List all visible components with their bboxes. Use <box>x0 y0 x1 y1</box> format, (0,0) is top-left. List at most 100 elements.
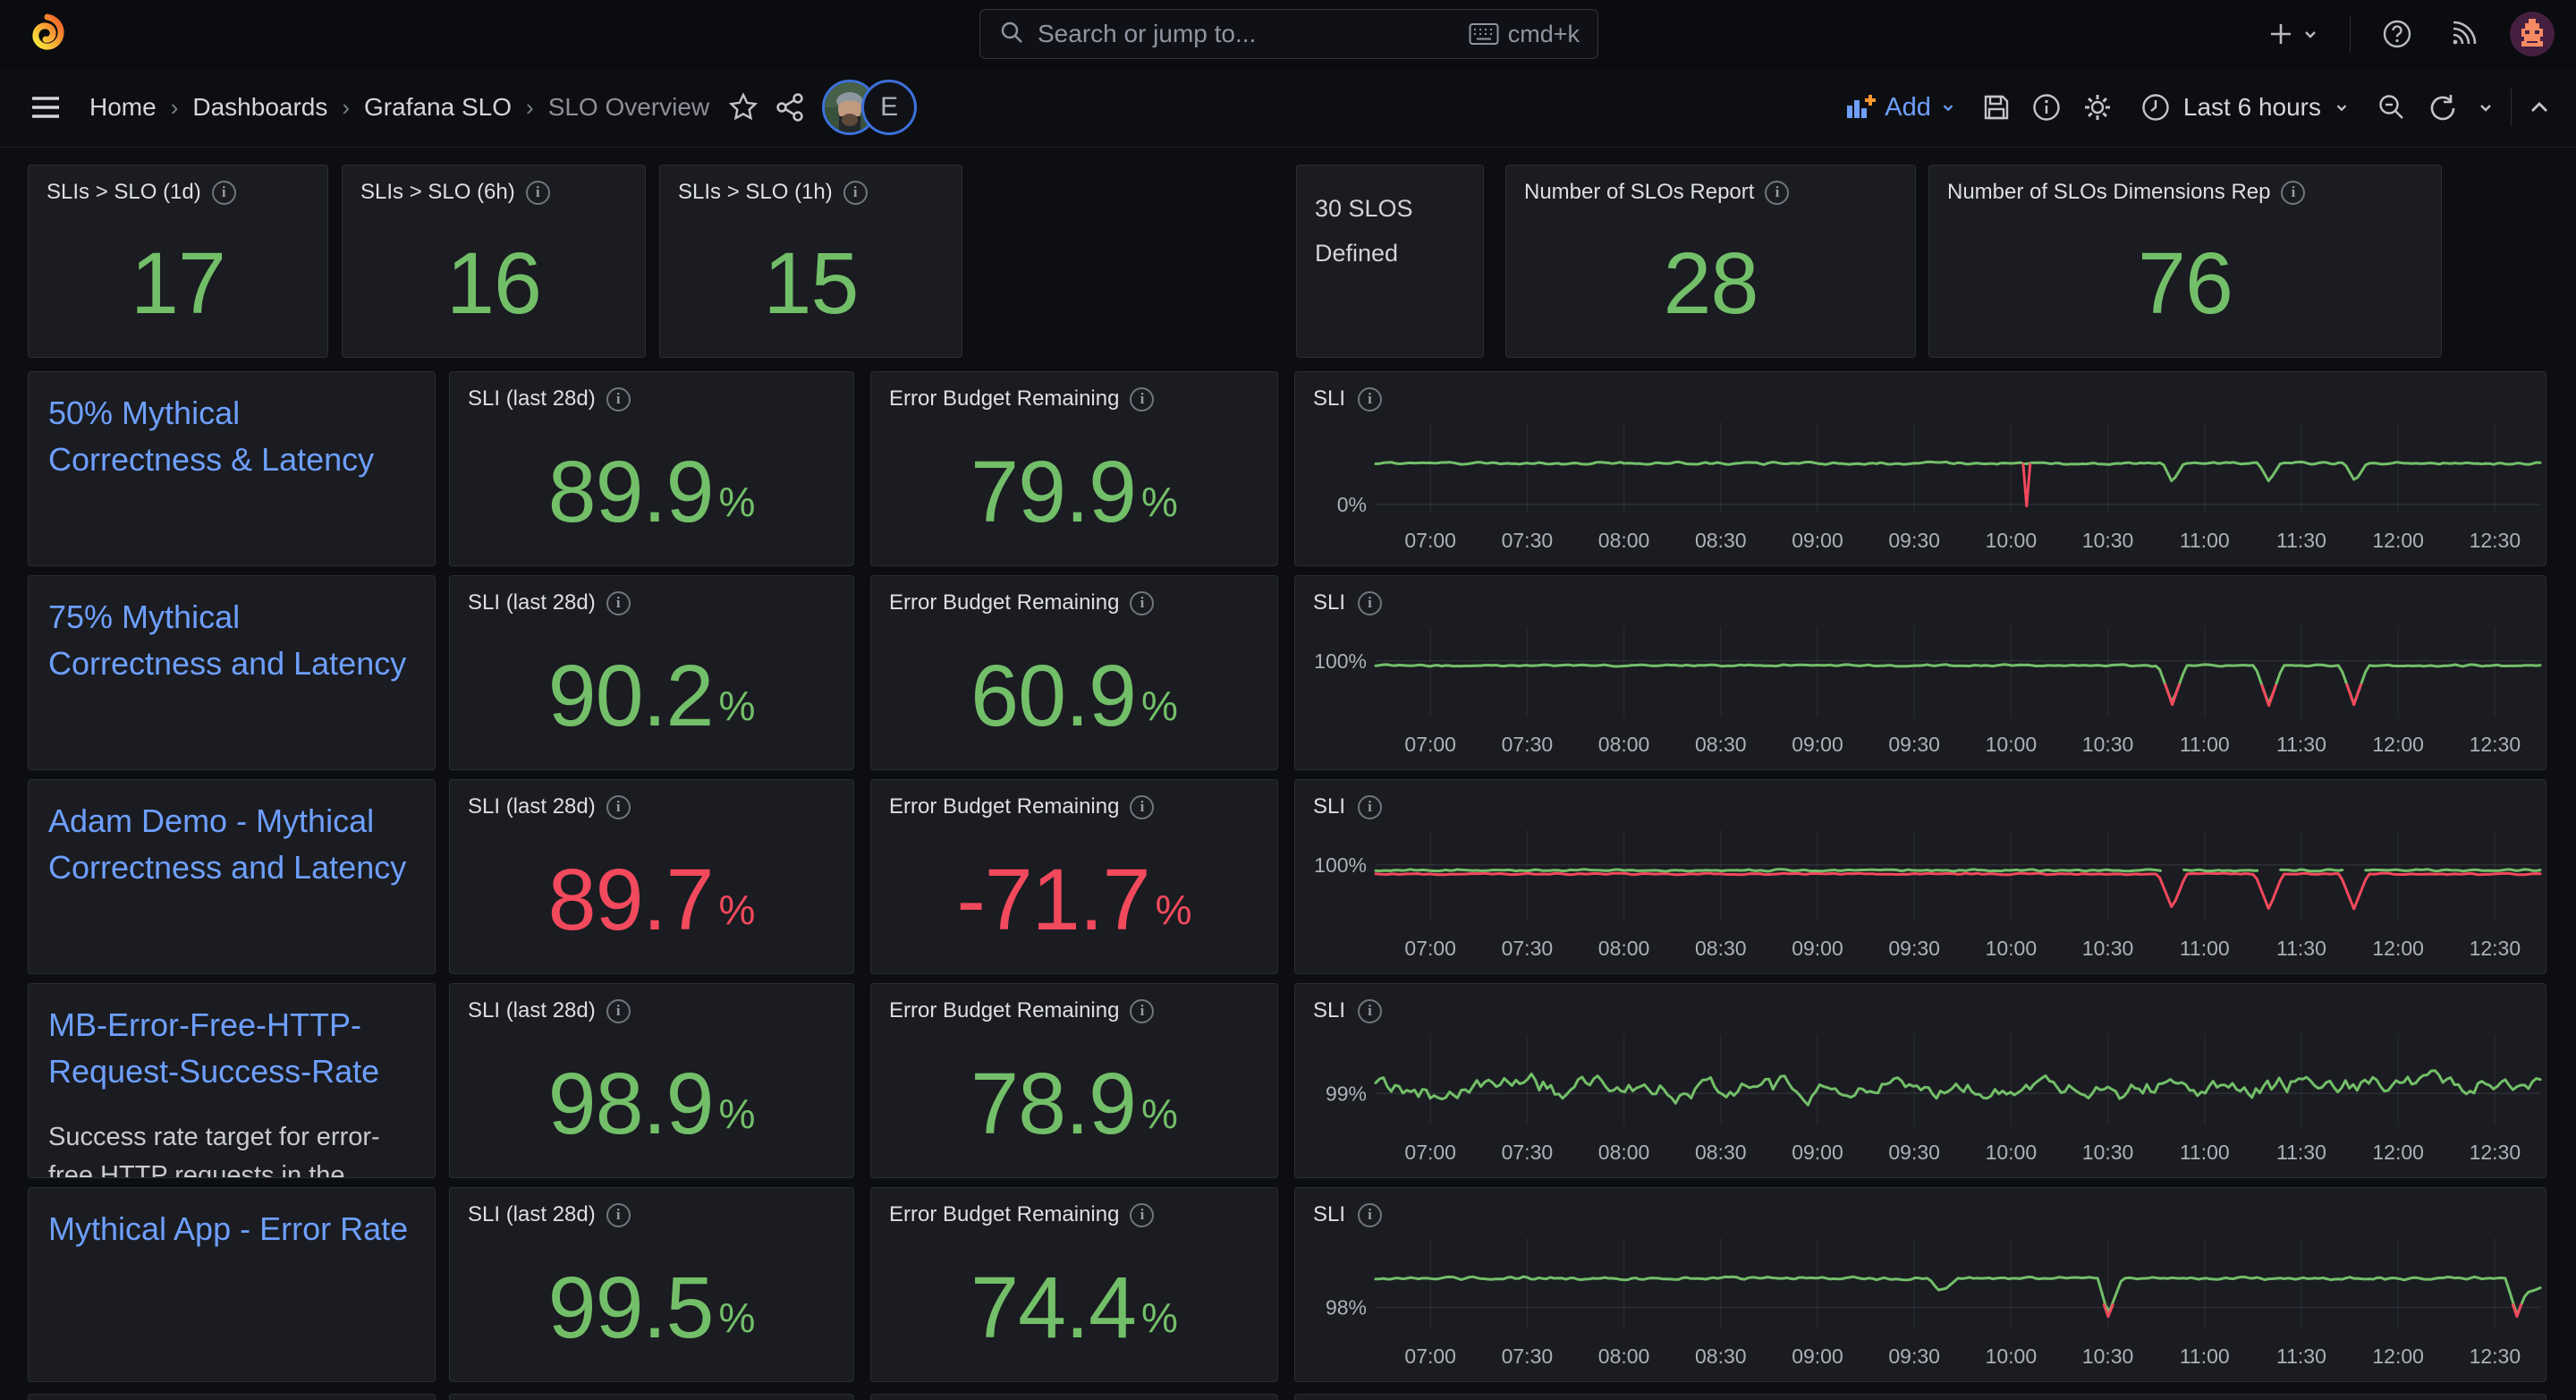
stat-panel-title: SLIs > SLO (1d) <box>47 180 201 204</box>
chart-panel-title: SLI <box>1313 386 1346 411</box>
sli-timeseries-panel: SLI i 07:00 07:30 08:00 08:30 09:00 09:30 10:00 1… <box>1294 371 2546 566</box>
panel-info-icon[interactable]: i <box>606 794 631 819</box>
stat-panel-title: Number of SLOs Dimensions Rep <box>1947 180 2271 204</box>
svg-text:12:00: 12:00 <box>2372 1345 2424 1368</box>
chart-panel-title: SLI <box>1313 590 1346 615</box>
error-budget-panel: Error Budget Remaining i 74.4% <box>870 1187 1278 1382</box>
help-icon <box>2383 20 2411 48</box>
sli-stat-panel-value: 90.2 <box>547 646 715 744</box>
panel-info-icon[interactable]: i <box>1130 998 1155 1023</box>
viewer-avatar-initial[interactable]: E <box>861 80 918 135</box>
zoom-out-button[interactable] <box>2373 89 2411 126</box>
svg-text:09:00: 09:00 <box>1792 937 1843 960</box>
slo-dashboard-link[interactable]: Mythical App - Error Rate <box>48 1210 409 1247</box>
svg-text:09:00: 09:00 <box>1792 529 1843 552</box>
slo-dashboard-link[interactable]: 50% Mythical Correctness & Latency <box>48 395 375 478</box>
refresh-icon <box>2430 95 2455 121</box>
sli-line-chart[interactable]: 07:00 07:30 08:00 08:30 09:00 09:30 10:00 10:30… <box>1295 576 2546 770</box>
search-input[interactable] <box>1038 20 1456 48</box>
panel-info-icon[interactable]: i <box>606 590 631 615</box>
panel-info-icon[interactable]: i <box>606 386 631 412</box>
dashboard-settings-button[interactable] <box>2078 88 2117 127</box>
news-rss-icon <box>2453 21 2477 45</box>
add-panel-button[interactable]: Add <box>1836 93 1965 123</box>
panel-info-icon[interactable]: i <box>1130 794 1155 819</box>
slo-dashboard-link[interactable]: MB-Error-Free-HTTP-Request-Success-Rate <box>48 1006 380 1090</box>
panel-info-icon[interactable]: i <box>2281 180 2306 205</box>
panel-info-icon[interactable]: i <box>1358 998 1383 1023</box>
panel-info-icon[interactable]: i <box>1358 590 1383 615</box>
slo-dashboard-link[interactable]: 75% Mythical Correctness and Latency <box>48 598 407 682</box>
save-icon <box>1984 95 2009 120</box>
partial-panel-next-row <box>870 1394 1278 1400</box>
svg-text:0%: 0% <box>1337 493 1367 516</box>
sli-stat-panel-unit: % <box>718 1090 756 1137</box>
panel-title: SLI (last 28d) <box>468 1202 596 1226</box>
grafana-logo[interactable] <box>25 13 68 55</box>
partial-panel-next-row <box>28 1394 436 1400</box>
svg-text:08:00: 08:00 <box>1598 529 1650 552</box>
breadcrumb-item[interactable]: Grafana SLO <box>364 93 513 121</box>
panel-info-icon[interactable]: i <box>1130 1202 1155 1227</box>
share-button[interactable] <box>770 88 809 127</box>
help-button[interactable] <box>2377 14 2417 54</box>
chart-panel-title: SLI <box>1313 998 1346 1022</box>
svg-text:08:30: 08:30 <box>1695 733 1747 756</box>
panel-info-icon[interactable]: i <box>1130 590 1155 615</box>
panel-info-icon[interactable]: i <box>843 180 868 205</box>
svg-text:09:00: 09:00 <box>1792 1141 1843 1164</box>
panel-title: Error Budget Remaining <box>889 590 1120 615</box>
dashboard-insights-button[interactable] <box>2028 89 2065 126</box>
sli-stat-panel-unit: % <box>718 683 756 729</box>
time-range-picker[interactable]: Last 6 hours <box>2130 92 2360 123</box>
error-budget-panel: Error Budget Remaining i -71.7% <box>870 779 1278 974</box>
panel-info-icon[interactable]: i <box>1130 386 1155 412</box>
divider <box>2350 15 2351 53</box>
news-button[interactable] <box>2444 14 2483 54</box>
refresh-button[interactable] <box>2423 89 2461 126</box>
viewer-avatar-photo[interactable] <box>822 80 878 135</box>
favorite-button[interactable] <box>724 88 763 127</box>
save-dashboard-button[interactable] <box>1978 89 2015 126</box>
new-item-button[interactable] <box>2264 17 2323 51</box>
search-bar[interactable]: cmd+k <box>979 9 1598 59</box>
stat-value: 76 <box>2138 234 2233 332</box>
sli-line-chart[interactable]: 07:00 07:30 08:00 08:30 09:00 09:30 10:00 10:30… <box>1295 372 2546 566</box>
panel-info-icon[interactable]: i <box>1358 386 1383 412</box>
stat-value: 17 <box>131 234 226 332</box>
breadcrumb: Home › Dashboards › Grafana SLO › SLO Overview <box>89 93 709 122</box>
panel-info-icon[interactable]: i <box>1358 1202 1383 1227</box>
stat-value: 28 <box>1663 234 1759 332</box>
sli-stat-panel-unit: % <box>718 479 756 525</box>
sli-line-chart[interactable]: 07:00 07:30 08:00 08:30 09:00 09:30 10:00 10:30… <box>1295 984 2546 1178</box>
panel-info-icon[interactable]: i <box>1765 180 1790 205</box>
panel-info-icon[interactable]: i <box>211 180 236 205</box>
user-avatar[interactable] <box>2510 12 2555 56</box>
panel-info-icon[interactable]: i <box>606 1202 631 1227</box>
refresh-interval-button[interactable] <box>2473 95 2498 120</box>
kiosk-mode-button[interactable] <box>2524 92 2555 123</box>
sli-line-chart[interactable]: 07:00 07:30 08:00 08:30 09:00 09:30 10:00 10:30… <box>1295 1188 2546 1382</box>
error-budget-panel: Error Budget Remaining i 78.9% <box>870 983 1278 1178</box>
panel-info-icon[interactable]: i <box>606 998 631 1023</box>
slo-title-panel: Adam Demo - Mythical Correctness and Lat… <box>28 779 436 974</box>
breadcrumb-separator: › <box>170 93 179 121</box>
sli-stat-panel: SLI (last 28d) i 89.9% <box>449 371 854 566</box>
breadcrumb-item[interactable]: Home <box>89 93 157 121</box>
slo-title-panel: 50% Mythical Correctness & Latency <box>28 371 436 566</box>
info-circle-icon <box>2033 94 2060 121</box>
panel-info-icon[interactable]: i <box>525 180 550 205</box>
panel-info-icon[interactable]: i <box>1358 794 1383 819</box>
sli-timeseries-panel: SLI i 07:00 07:30 08:00 08:30 09:00 09:30 10:00 1… <box>1294 779 2546 974</box>
menu-button[interactable] <box>27 91 64 123</box>
svg-text:09:30: 09:30 <box>1888 937 1940 960</box>
svg-text:10:30: 10:30 <box>2082 1345 2134 1368</box>
zoom-out-icon <box>2379 95 2403 119</box>
error-budget-panel-unit: % <box>1140 1294 1178 1341</box>
svg-text:12:30: 12:30 <box>2470 1345 2521 1368</box>
breadcrumb-item[interactable]: Dashboards <box>192 93 328 121</box>
sli-line-chart[interactable]: 07:00 07:30 08:00 08:30 09:00 09:30 10:00 10:30… <box>1295 780 2546 974</box>
divider <box>2511 89 2512 126</box>
svg-text:09:30: 09:30 <box>1888 1141 1940 1164</box>
slo-dashboard-link[interactable]: Adam Demo - Mythical Correctness and Lat… <box>48 802 407 886</box>
